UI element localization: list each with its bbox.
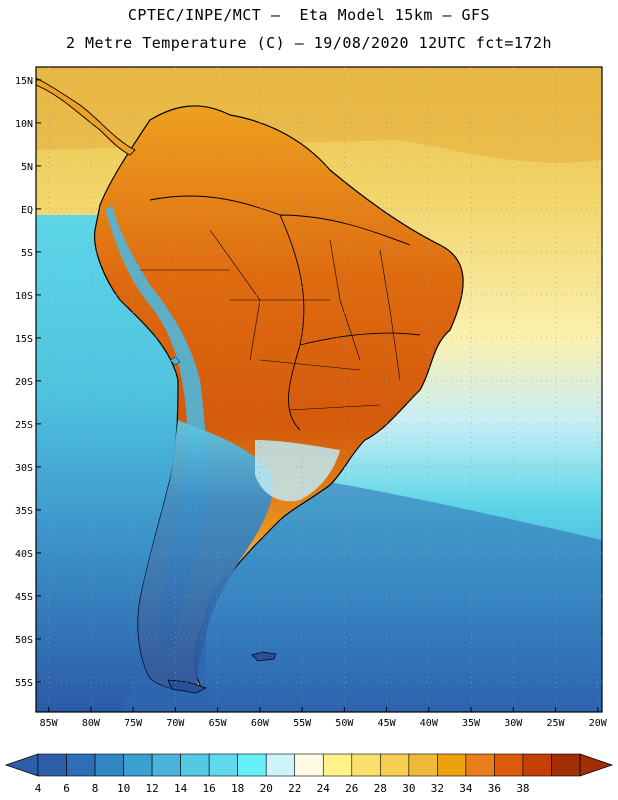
colorbar-tick-label: 8 [92, 782, 99, 795]
colorbar-tick-label: 38 [516, 782, 529, 795]
lat-label: 45S [15, 592, 33, 603]
lon-label: 80W [82, 718, 101, 729]
lat-label: 40S [15, 549, 33, 560]
patagonia-cold-region [138, 420, 273, 691]
lake-titicaca [169, 356, 181, 366]
lat-label: 15N [15, 76, 33, 87]
lon-label: 40W [420, 718, 439, 729]
lat-label: EQ [21, 205, 33, 216]
colorbar: 4 6 8 10 12 14 16 18 20 22 24 26 28 30 32 34 36 38 [4, 753, 614, 795]
brazil-border [149, 195, 421, 431]
colorbar-tick-label: 18 [231, 782, 244, 795]
falkland-islands [251, 651, 277, 662]
lat-label: 25S [15, 420, 33, 431]
lon-label: 60W [251, 718, 270, 729]
lon-label: 50W [335, 718, 354, 729]
lon-label: 30W [504, 718, 523, 729]
colorbar-swatch [151, 753, 181, 777]
colorbar-swatch [465, 753, 495, 777]
lat-label: 50S [15, 635, 33, 646]
lat-label: 20S [15, 377, 33, 388]
lat-label: 5S [21, 248, 33, 259]
colorbar-swatch [37, 753, 67, 777]
colorbar-tick-label: 36 [488, 782, 501, 795]
colorbar-tick-label: 14 [174, 782, 188, 795]
state-borders [140, 229, 401, 411]
temperature-map: 15N 10N 5N EQ 5S 10S 15S 20S 25S 30S 35S 40S 45S 50S 5… [15, 66, 608, 729]
colorbar-swatch [351, 753, 381, 777]
colorbar-tick-label: 4 [35, 782, 42, 795]
colorbar-swatch [94, 753, 124, 777]
colorbar-tick-label: 22 [288, 782, 301, 795]
southern-brazil-mild [255, 440, 340, 502]
colorbar-tick-label: 30 [402, 782, 415, 795]
lon-label: 75W [124, 718, 143, 729]
colorbar-swatch [322, 753, 353, 777]
colorbar-tick-label: 20 [260, 782, 273, 795]
colorbar-swatch [437, 753, 467, 777]
colorbar-high-arrow [579, 753, 614, 777]
title-line-1: CPTEC/INPE/MCT – Eta Model 15km – GFS [127, 6, 491, 24]
lon-label: 45W [378, 718, 397, 729]
colorbar-swatch [408, 753, 438, 777]
colorbar-tick-label: 16 [203, 782, 216, 795]
colorbar-swatch [380, 753, 410, 777]
lat-label: 10S [15, 291, 33, 302]
lat-label: 15S [15, 334, 33, 345]
colorbar-swatch [522, 753, 552, 777]
colorbar-tick-label: 10 [117, 782, 130, 795]
colorbar-tick-label: 32 [431, 782, 444, 795]
map-frame [35, 66, 603, 713]
colorbar-tick-label: 24 [317, 782, 331, 795]
colorbar-swatch [294, 753, 324, 777]
lat-label: 10N [15, 119, 33, 130]
lon-label: 35W [462, 718, 481, 729]
colorbar-swatch [551, 753, 581, 777]
colorbar-swatch [494, 753, 524, 777]
lon-label: 70W [166, 718, 185, 729]
colorbar-swatch [66, 753, 96, 777]
latitude-labels: 15N 10N 5N EQ 5S 10S 15S 20S 25S 30S 35S 40S 45S 50S 5… [15, 76, 33, 689]
colorbar-swatch [265, 753, 296, 777]
colorbar-swatch [180, 753, 210, 777]
lat-label: 55S [15, 678, 33, 689]
tierra-del-fuego [167, 679, 207, 694]
lon-label: 20W [589, 718, 608, 729]
lat-label: 35S [15, 506, 33, 517]
colorbar-low-arrow [4, 753, 39, 777]
longitude-labels: 85W 80W 75W 70W 65W 60W 55W 50W 45W 40W 35W 30W 25W 2… [40, 718, 608, 729]
lon-label: 65W [209, 718, 228, 729]
colorbar-swatch [123, 753, 153, 777]
lon-label: 85W [40, 718, 59, 729]
colorbar-tick-label: 12 [145, 782, 158, 795]
central-america-isthmus [36, 77, 136, 156]
title-line-2: 2 Metre Temperature (C) – 19/08/2020 12U… [65, 34, 553, 52]
colorbar-tick-label: 28 [374, 782, 387, 795]
colorbar-swatch [208, 753, 238, 777]
lat-label: 30S [15, 463, 33, 474]
lon-label: 55W [293, 718, 312, 729]
lat-label: 5N [21, 162, 33, 173]
colorbar-swatch [237, 753, 267, 777]
colorbar-tick-label: 26 [345, 782, 358, 795]
colorbar-tick-label: 34 [459, 782, 473, 795]
lon-label: 25W [547, 718, 566, 729]
colorbar-tick-label: 6 [63, 782, 70, 795]
graticule [36, 67, 602, 712]
